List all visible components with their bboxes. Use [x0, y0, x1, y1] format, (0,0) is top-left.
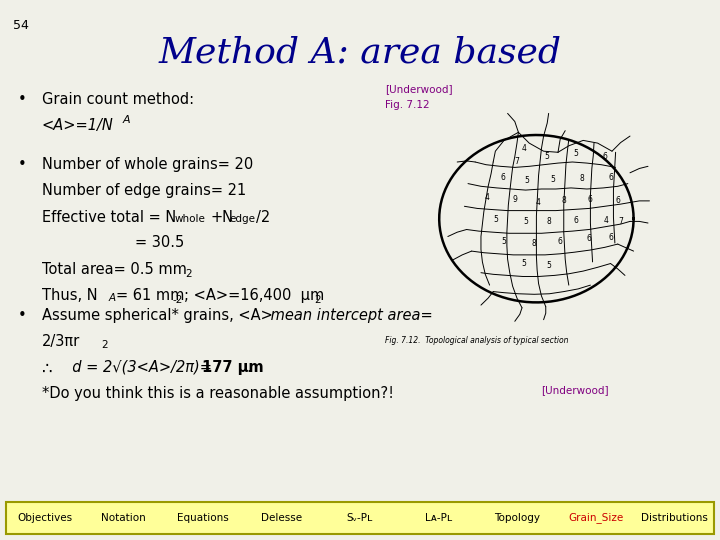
Text: Effective total = N: Effective total = N	[42, 210, 176, 225]
Text: Assume spherical* grains, <A>: Assume spherical* grains, <A>	[42, 308, 273, 323]
Text: 6: 6	[587, 234, 591, 243]
Text: <A>=1/N: <A>=1/N	[42, 118, 114, 133]
Text: 6: 6	[500, 173, 505, 181]
Text: A: A	[109, 293, 116, 303]
Text: Number of whole grains= 20: Number of whole grains= 20	[42, 157, 253, 172]
Text: 6: 6	[608, 173, 613, 181]
Text: 5: 5	[522, 259, 526, 268]
Text: 8: 8	[562, 197, 566, 205]
Text: Lᴀ-Pʟ: Lᴀ-Pʟ	[425, 513, 452, 523]
Text: 4: 4	[536, 198, 541, 207]
FancyBboxPatch shape	[6, 502, 714, 534]
Text: 8: 8	[580, 174, 584, 183]
Text: A: A	[122, 115, 130, 125]
Text: 6: 6	[574, 216, 578, 225]
Text: •: •	[18, 157, 27, 172]
Text: mean intercept area=: mean intercept area=	[266, 308, 433, 323]
Text: 5: 5	[546, 261, 551, 270]
Text: 6: 6	[608, 233, 613, 242]
Text: 2: 2	[101, 340, 107, 350]
Text: 8: 8	[532, 239, 536, 247]
Text: 6: 6	[603, 152, 607, 161]
Text: 8: 8	[546, 217, 551, 226]
Text: •: •	[18, 92, 27, 107]
Text: +N: +N	[211, 210, 234, 225]
Text: [Underwood]: [Underwood]	[541, 386, 609, 396]
Text: 6: 6	[588, 195, 593, 204]
Text: Fig. 7.12.  Topological analysis of typical section: Fig. 7.12. Topological analysis of typic…	[385, 336, 569, 345]
Text: 5: 5	[525, 177, 529, 185]
Text: = 30.5: = 30.5	[135, 235, 184, 251]
Text: Number of edge grains= 21: Number of edge grains= 21	[42, 183, 246, 198]
Text: ; <A>=16,400  μm: ; <A>=16,400 μm	[184, 288, 325, 303]
Text: Topology: Topology	[495, 513, 541, 523]
Text: Method A: area based: Method A: area based	[158, 35, 562, 69]
Text: •: •	[18, 308, 27, 323]
Text: 6: 6	[558, 238, 562, 246]
Text: 2: 2	[185, 269, 192, 279]
Text: *Do you think this is a reasonable assumption?!: *Do you think this is a reasonable assum…	[42, 386, 394, 401]
Text: Objectives: Objectives	[17, 513, 73, 523]
Text: Delesse: Delesse	[261, 513, 302, 523]
Text: edge: edge	[229, 214, 255, 224]
Text: 7: 7	[515, 158, 519, 166]
Text: 4: 4	[522, 144, 526, 153]
Text: /2: /2	[256, 210, 271, 225]
Text: 5: 5	[493, 215, 498, 224]
Text: 6: 6	[616, 197, 620, 205]
Text: 7: 7	[618, 217, 623, 226]
Text: Grain_Size: Grain_Size	[569, 512, 624, 523]
Text: 4: 4	[604, 216, 608, 225]
Text: 5: 5	[574, 150, 578, 158]
Text: 54: 54	[13, 19, 29, 32]
Text: 177 μm: 177 μm	[202, 360, 264, 375]
Text: ∴: ∴	[42, 360, 53, 377]
Text: d = 2√(3<A>/2π)=: d = 2√(3<A>/2π)=	[63, 360, 217, 375]
Text: 4: 4	[485, 193, 489, 201]
Text: whole: whole	[175, 214, 206, 224]
Text: Distributions: Distributions	[642, 513, 708, 523]
Text: Thus, N: Thus, N	[42, 288, 97, 303]
Text: Sᵥ-Pʟ: Sᵥ-Pʟ	[347, 513, 373, 523]
Text: Equations: Equations	[176, 513, 228, 523]
Text: 5: 5	[545, 152, 549, 161]
Text: 9: 9	[513, 195, 517, 204]
Text: 5: 5	[502, 237, 506, 246]
Text: Notation: Notation	[102, 513, 146, 523]
Text: = 61 mm: = 61 mm	[116, 288, 184, 303]
Text: Total area= 0.5 mm: Total area= 0.5 mm	[42, 262, 186, 278]
Text: .: .	[246, 360, 251, 375]
Text: 5: 5	[551, 175, 555, 184]
Text: Fig. 7.12: Fig. 7.12	[385, 100, 430, 110]
Text: Grain count method:: Grain count method:	[42, 92, 194, 107]
Text: 2/3πr: 2/3πr	[42, 334, 80, 349]
Text: 2: 2	[314, 295, 320, 305]
Text: -2: -2	[173, 295, 183, 305]
Text: [Underwood]: [Underwood]	[385, 84, 453, 94]
Text: 5: 5	[523, 217, 528, 226]
